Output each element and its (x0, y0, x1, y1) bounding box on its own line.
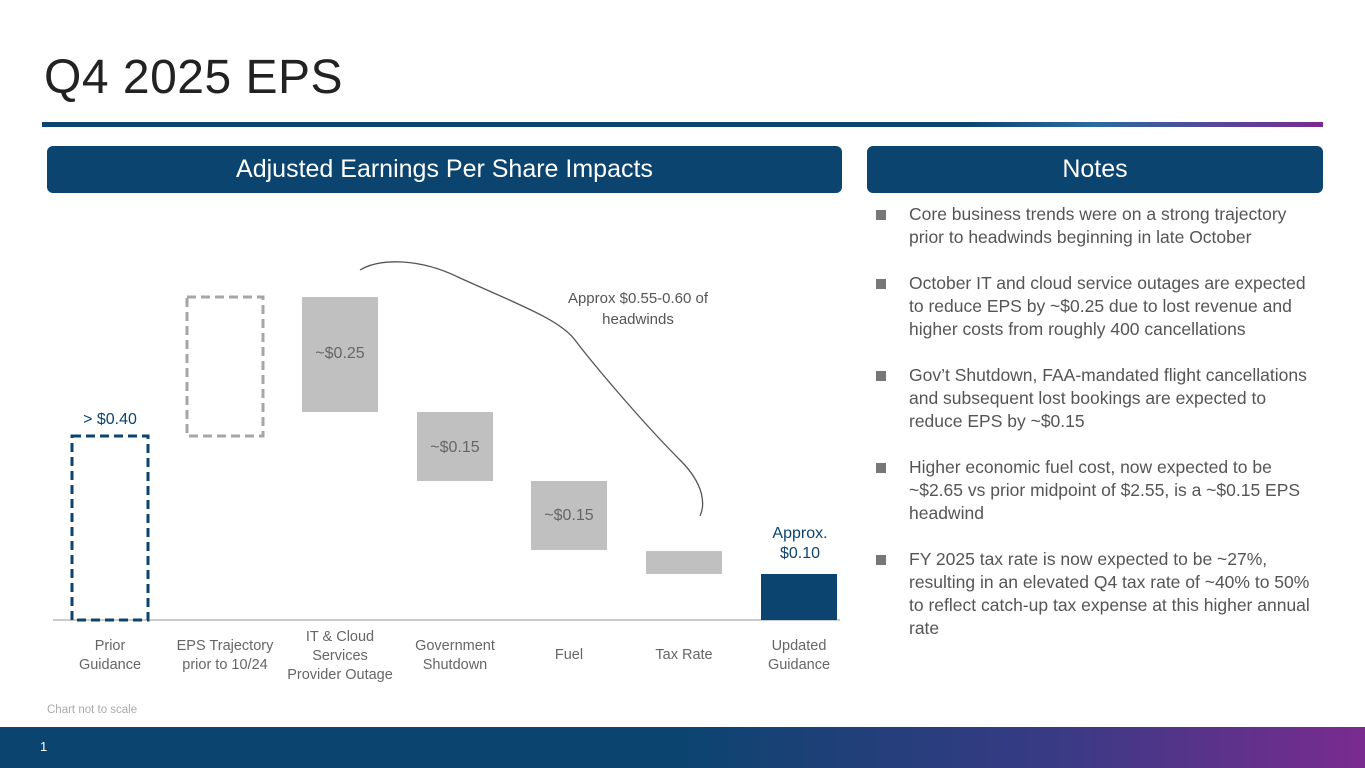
category-label: EPS Trajectory prior to 10/24 (160, 637, 290, 675)
note-item: Gov’t Shutdown, FAA-mandated flight canc… (876, 364, 1321, 433)
category-label-line: prior to 10/24 (182, 657, 268, 673)
bar-3 (417, 412, 493, 481)
annotation-headwinds: headwinds (602, 311, 674, 328)
category-label: Fuel (504, 646, 634, 665)
category-label-line: Provider Outage (287, 667, 393, 683)
note-text: October IT and cloud service outages are… (909, 273, 1306, 339)
note-item: Core business trends were on a strong tr… (876, 203, 1321, 249)
category-label-line: Updated (771, 638, 827, 654)
page-title: Q4 2025 EPS (44, 51, 344, 104)
category-label: Government Shutdown (390, 637, 520, 675)
bullet-icon (876, 371, 886, 381)
category-label-line: Tax Rate (655, 647, 713, 663)
category-label-line: Prior (94, 638, 126, 654)
note-item: FY 2025 tax rate is now expected to be ~… (876, 548, 1321, 640)
bar-5 (646, 551, 722, 574)
bar-0 (70, 434, 150, 622)
category-label: Updated Guidance (734, 637, 864, 675)
category-label: IT & Cloud Services Provider Outage (275, 628, 405, 685)
bullet-icon (876, 555, 886, 565)
notes-list: Core business trends were on a strong tr… (876, 203, 1321, 663)
bar-6 (761, 574, 837, 620)
category-label-line: Services (312, 648, 368, 664)
chart-footnote: Chart not to scale (47, 704, 138, 716)
chart-section-header: Adjusted Earnings Per Share Impacts (47, 146, 842, 193)
category-label: Tax Rate (619, 646, 749, 665)
data-label-updated-guidance: $0.10 (780, 545, 820, 562)
category-label-line: IT & Cloud (305, 629, 375, 645)
category-label-line: Guidance (767, 657, 831, 673)
note-text: Higher economic fuel cost, now expected … (909, 457, 1301, 523)
data-label-prior-guidance: > $0.40 (83, 411, 137, 428)
headwinds-brace (359, 261, 704, 517)
bar-2 (302, 297, 378, 412)
category-label-line: Guidance (78, 657, 142, 673)
page-number: 1 (40, 739, 48, 754)
data-label-updated-guidance: Approx. (772, 525, 827, 542)
notes-section-header: Notes (867, 146, 1323, 193)
category-label: Prior Guidance (45, 637, 175, 675)
note-text: Gov’t Shutdown, FAA-mandated flight canc… (909, 365, 1307, 431)
data-label-fuel: ~$0.15 (544, 507, 593, 524)
bar-4 (531, 481, 607, 550)
category-label-line: Shutdown (422, 657, 488, 673)
data-label-gov-shutdown: ~$0.15 (430, 439, 479, 456)
note-text: Core business trends were on a strong tr… (909, 204, 1287, 247)
footer-bar: 1 (0, 727, 1365, 768)
annotation-headwinds: Approx $0.55-0.60 of (568, 290, 709, 307)
category-label-line: Government (415, 638, 495, 654)
category-label-line: Fuel (554, 647, 584, 663)
title-divider (42, 122, 1323, 127)
note-item: Higher economic fuel cost, now expected … (876, 456, 1321, 525)
note-item: October IT and cloud service outages are… (876, 272, 1321, 341)
bullet-icon (876, 463, 886, 473)
category-label-line: EPS Trajectory (176, 638, 274, 654)
bullet-icon (876, 210, 886, 220)
data-label-it-outage: ~$0.25 (315, 345, 364, 362)
bar-1 (185, 295, 265, 438)
bullet-icon (876, 279, 886, 289)
note-text: FY 2025 tax rate is now expected to be ~… (909, 549, 1310, 638)
